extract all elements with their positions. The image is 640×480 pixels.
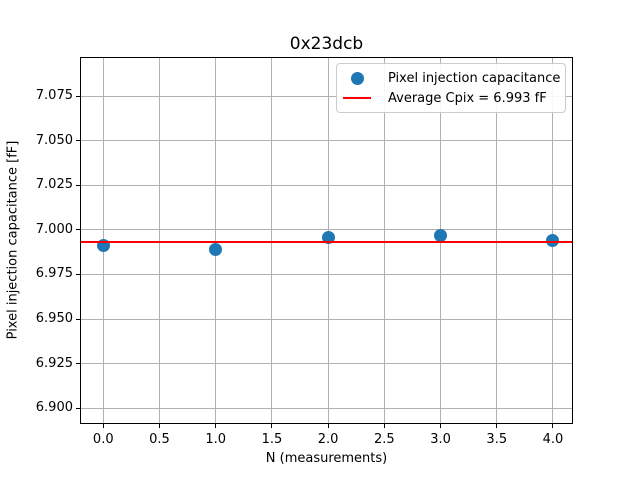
y-tick-label: 6.900 bbox=[35, 400, 73, 416]
legend-entry-scatter: Pixel injection capacitance bbox=[342, 68, 561, 88]
y-tick-mark bbox=[76, 140, 80, 142]
y-gridline bbox=[80, 363, 573, 365]
y-axis-label: Pixel injection capacitance [fF] bbox=[5, 140, 21, 340]
y-tick-label: 6.925 bbox=[35, 355, 73, 371]
average-line bbox=[80, 241, 573, 244]
x-tick-label: 1.0 bbox=[205, 432, 227, 447]
x-tick-label: 4.0 bbox=[542, 432, 564, 447]
y-tick-label: 7.050 bbox=[35, 132, 73, 148]
y-tick-mark bbox=[76, 363, 80, 365]
x-tick-mark bbox=[158, 424, 160, 428]
y-gridline bbox=[80, 95, 573, 97]
x-tick-mark bbox=[102, 424, 104, 428]
legend-dot-marker-icon bbox=[350, 71, 364, 85]
y-tick-mark bbox=[76, 95, 80, 97]
y-tick-label: 7.075 bbox=[35, 88, 73, 104]
legend-line-marker-icon bbox=[343, 97, 371, 99]
y-tick-label: 6.975 bbox=[35, 266, 73, 282]
data-point bbox=[209, 243, 223, 256]
y-gridline bbox=[80, 273, 573, 275]
x-tick-mark bbox=[552, 424, 554, 428]
plot-area: Pixel injection capacitance Average Cpix… bbox=[80, 57, 573, 424]
x-axis-label: N (measurements) bbox=[265, 451, 388, 466]
y-gridline bbox=[80, 407, 573, 409]
legend: Pixel injection capacitance Average Cpix… bbox=[336, 63, 566, 113]
y-gridline bbox=[80, 184, 573, 186]
x-gridline bbox=[271, 57, 273, 424]
x-tick-label: 1.5 bbox=[261, 432, 283, 447]
data-point bbox=[321, 230, 335, 244]
legend-label-average: Average Cpix = 6.993 fF bbox=[388, 90, 547, 106]
x-tick-mark bbox=[215, 424, 217, 428]
x-tick-label: 2.0 bbox=[317, 432, 339, 447]
y-tick-label: 7.025 bbox=[35, 177, 73, 193]
x-tick-label: 3.0 bbox=[430, 432, 451, 447]
data-point bbox=[434, 228, 448, 242]
y-gridline bbox=[80, 140, 573, 142]
x-tick-label: 0.5 bbox=[149, 432, 170, 447]
legend-label-scatter: Pixel injection capacitance bbox=[388, 70, 561, 86]
y-tick-mark bbox=[76, 184, 80, 186]
x-tick-mark bbox=[440, 424, 442, 428]
y-tick-mark bbox=[76, 318, 80, 320]
y-tick-label: 6.950 bbox=[35, 311, 73, 327]
x-gridline bbox=[383, 57, 385, 424]
y-tick-label: 7.000 bbox=[35, 221, 73, 237]
chart-title: 0x23dcb bbox=[289, 34, 364, 54]
y-tick-mark bbox=[76, 407, 80, 409]
x-gridline bbox=[158, 57, 160, 424]
x-tick-label: 2.5 bbox=[374, 432, 395, 447]
x-tick-mark bbox=[496, 424, 498, 428]
x-tick-mark bbox=[327, 424, 329, 428]
x-gridline bbox=[496, 57, 498, 424]
x-tick-label: 0.0 bbox=[92, 432, 114, 447]
y-gridline bbox=[80, 229, 573, 231]
x-tick-label: 3.5 bbox=[486, 432, 508, 447]
x-tick-mark bbox=[383, 424, 385, 428]
y-gridline bbox=[80, 318, 573, 320]
y-tick-mark bbox=[76, 273, 80, 275]
x-gridline bbox=[215, 57, 217, 424]
x-tick-mark bbox=[271, 424, 273, 428]
y-tick-mark bbox=[76, 229, 80, 231]
legend-entry-average: Average Cpix = 6.993 fF bbox=[342, 88, 559, 108]
data-point bbox=[546, 234, 560, 248]
